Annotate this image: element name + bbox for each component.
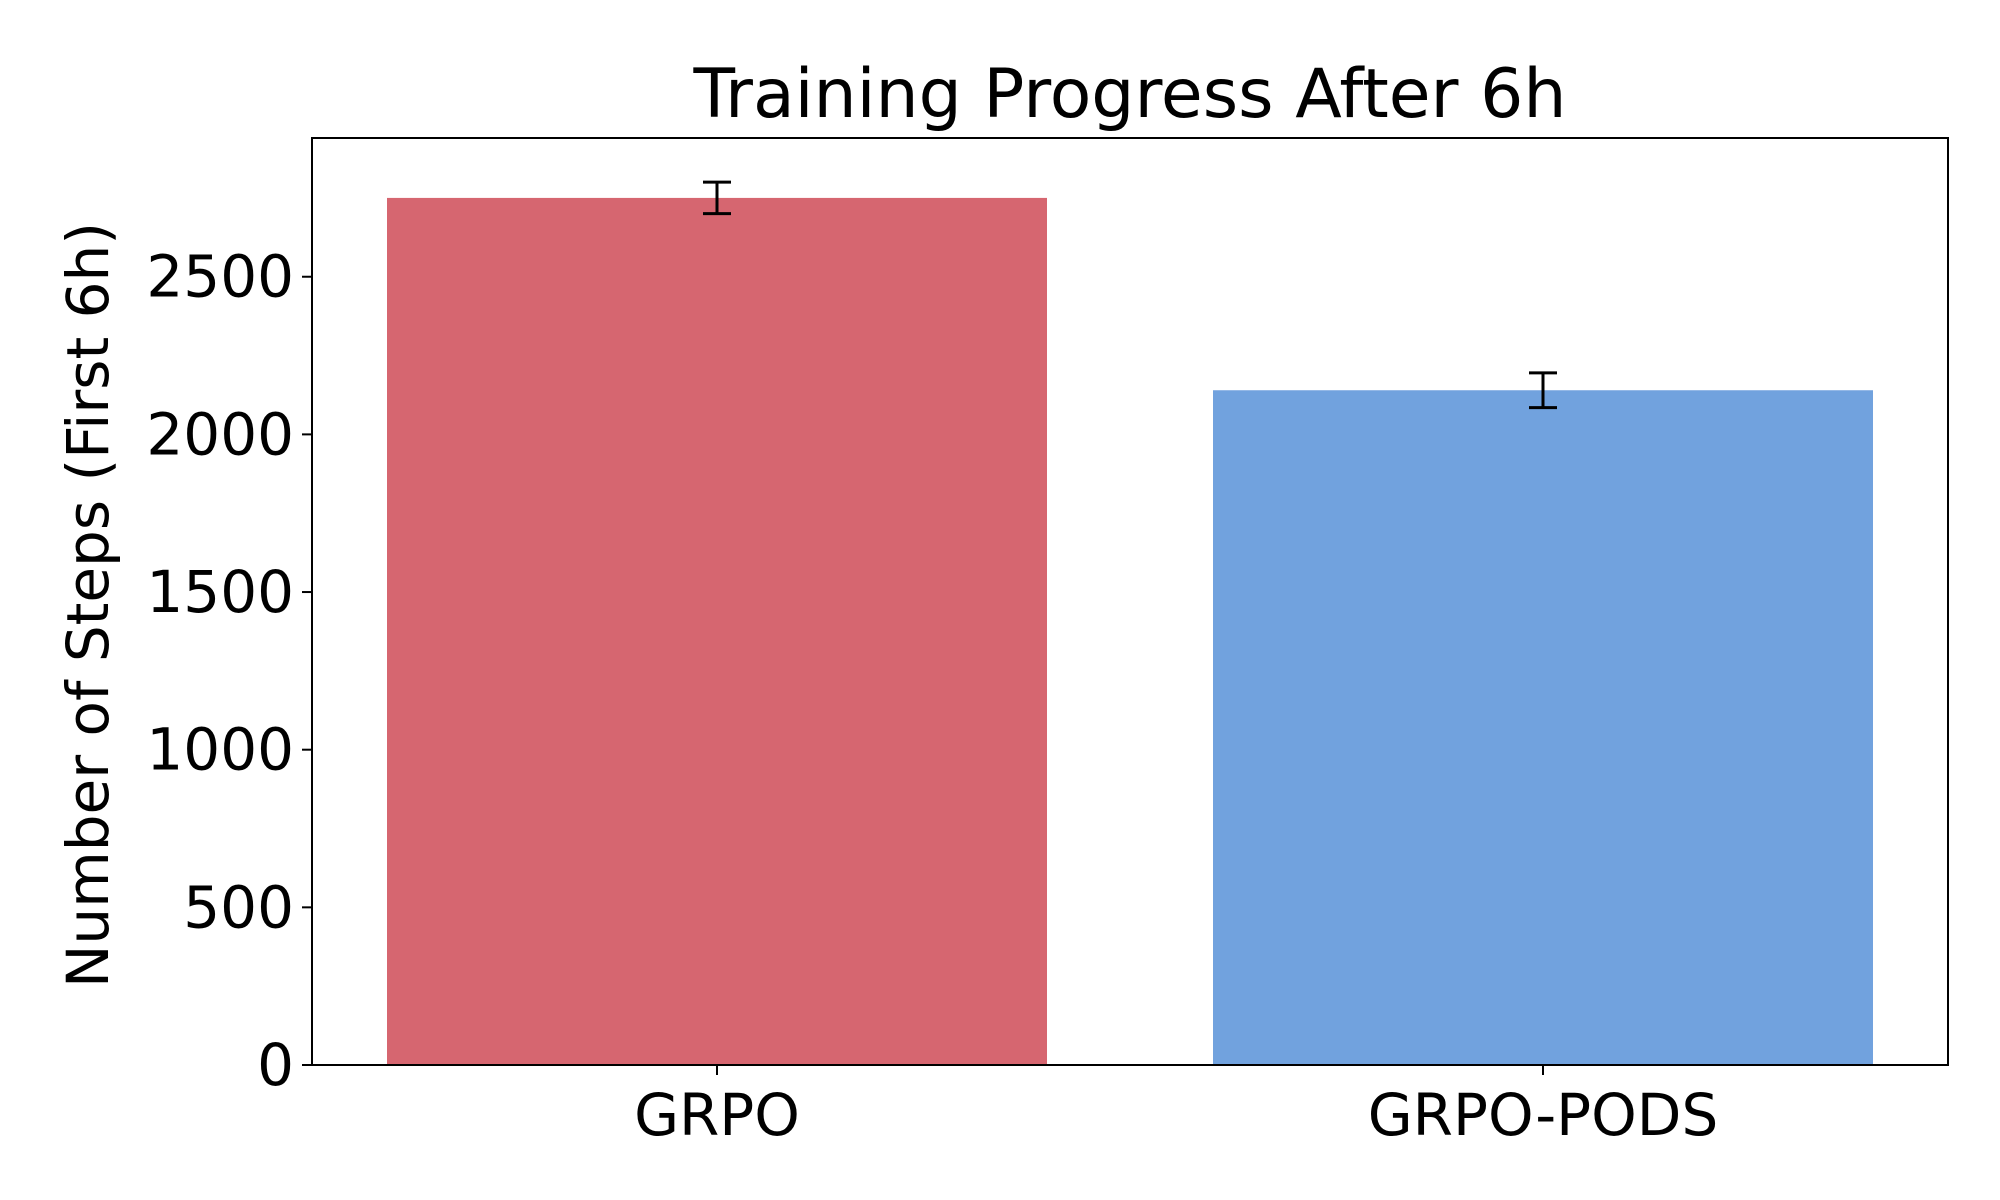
y-tick-label: 2500	[146, 243, 294, 311]
x-tick-label: GRPO	[634, 1081, 800, 1149]
x-tick-label: GRPO-PODS	[1368, 1081, 1719, 1149]
x-axis-ticks: GRPO GRPO-PODS	[634, 1065, 1718, 1149]
bars	[387, 197, 1873, 1066]
bar-grpo-pods	[1213, 390, 1873, 1066]
y-axis-ticks: 0 500 1000 1500 2000 2500	[146, 243, 312, 1099]
plot-frame	[311, 137, 1949, 1066]
chart-title: Training Progress After 6h	[692, 55, 1566, 134]
y-tick-label: 500	[183, 873, 294, 941]
y-tick-label: 1500	[146, 558, 294, 626]
y-tick-label: 0	[257, 1031, 294, 1099]
y-tick-label: 2000	[146, 400, 294, 468]
y-axis-label: Number of Steps (First 6h)	[54, 222, 122, 988]
error-bar-grpo-pods	[1529, 371, 1557, 410]
y-tick-label: 1000	[146, 716, 294, 784]
error-bars	[703, 180, 1557, 410]
bar-grpo	[387, 197, 1047, 1066]
error-bar-grpo	[703, 180, 731, 216]
